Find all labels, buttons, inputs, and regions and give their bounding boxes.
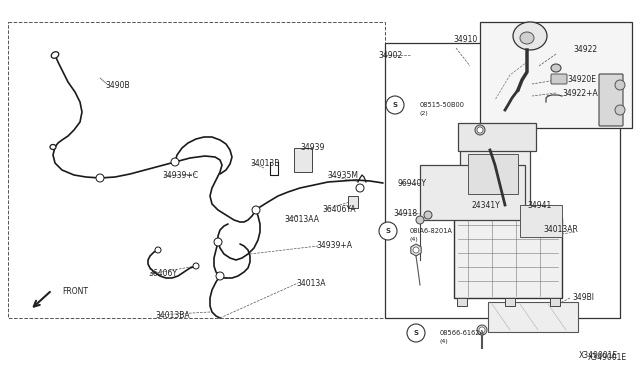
Circle shape <box>193 263 199 269</box>
Bar <box>550 298 560 306</box>
Text: S: S <box>392 102 397 108</box>
Circle shape <box>477 127 483 133</box>
Circle shape <box>416 216 424 224</box>
FancyBboxPatch shape <box>468 154 518 194</box>
Circle shape <box>216 272 224 280</box>
Circle shape <box>407 324 425 342</box>
Text: 34922+A: 34922+A <box>562 89 598 97</box>
Circle shape <box>479 327 485 333</box>
Ellipse shape <box>513 22 547 50</box>
Text: 34920E: 34920E <box>567 76 596 84</box>
Text: 34939+C: 34939+C <box>162 171 198 180</box>
Bar <box>8 22 385 318</box>
Text: 96940Y: 96940Y <box>398 179 427 187</box>
Circle shape <box>386 96 404 114</box>
Circle shape <box>171 158 179 166</box>
Circle shape <box>413 247 419 253</box>
Circle shape <box>379 222 397 240</box>
Text: S: S <box>385 228 390 234</box>
Text: 24341Y: 24341Y <box>471 201 500 209</box>
Circle shape <box>155 247 161 253</box>
FancyBboxPatch shape <box>420 165 525 220</box>
FancyBboxPatch shape <box>520 205 562 237</box>
Bar <box>457 298 467 306</box>
Ellipse shape <box>50 144 56 150</box>
Text: 08IA6-8201A: 08IA6-8201A <box>410 228 453 234</box>
Text: 34918: 34918 <box>393 208 417 218</box>
Circle shape <box>424 211 432 219</box>
Text: 34902: 34902 <box>378 51 403 60</box>
Text: S: S <box>413 330 419 336</box>
Text: 34013A: 34013A <box>296 279 326 288</box>
Text: 349BI: 349BI <box>572 294 594 302</box>
Circle shape <box>252 206 260 214</box>
Text: FRONT: FRONT <box>62 288 88 296</box>
Text: (4): (4) <box>410 237 419 241</box>
FancyBboxPatch shape <box>460 148 530 216</box>
Text: (4): (4) <box>440 339 449 343</box>
FancyBboxPatch shape <box>454 218 562 298</box>
Text: X349001E: X349001E <box>588 353 627 362</box>
Text: 36406YA: 36406YA <box>322 205 356 215</box>
FancyBboxPatch shape <box>348 196 358 208</box>
Circle shape <box>615 80 625 90</box>
Circle shape <box>356 184 364 192</box>
Ellipse shape <box>551 64 561 72</box>
Text: 34939+A: 34939+A <box>316 241 352 250</box>
Circle shape <box>475 125 485 135</box>
FancyBboxPatch shape <box>294 148 312 172</box>
FancyBboxPatch shape <box>488 302 578 332</box>
Text: 36406Y: 36406Y <box>148 269 177 279</box>
Text: 34013AA: 34013AA <box>284 215 319 224</box>
Text: 34910: 34910 <box>453 35 477 45</box>
Bar <box>480 22 632 128</box>
Text: 34013AR: 34013AR <box>543 225 578 234</box>
Text: 34941: 34941 <box>527 201 551 209</box>
Text: (2): (2) <box>420 110 429 115</box>
Text: 08515-50B00: 08515-50B00 <box>420 102 465 108</box>
Text: 34013B: 34013B <box>250 158 280 167</box>
Ellipse shape <box>520 32 534 44</box>
Text: 34939: 34939 <box>300 144 324 153</box>
Text: 08566-6162A: 08566-6162A <box>440 330 485 336</box>
FancyBboxPatch shape <box>458 123 536 151</box>
Circle shape <box>477 325 487 335</box>
FancyBboxPatch shape <box>551 74 567 84</box>
Ellipse shape <box>51 52 59 58</box>
Text: X349001E: X349001E <box>579 351 618 360</box>
Bar <box>385 43 620 318</box>
Bar <box>505 298 515 306</box>
Text: 34935M: 34935M <box>327 170 358 180</box>
Text: 34922: 34922 <box>573 45 597 55</box>
Text: 3490B: 3490B <box>105 80 130 90</box>
Text: 34013BA: 34013BA <box>155 311 189 320</box>
Circle shape <box>214 238 222 246</box>
Circle shape <box>96 174 104 182</box>
FancyBboxPatch shape <box>599 74 623 126</box>
Circle shape <box>615 105 625 115</box>
